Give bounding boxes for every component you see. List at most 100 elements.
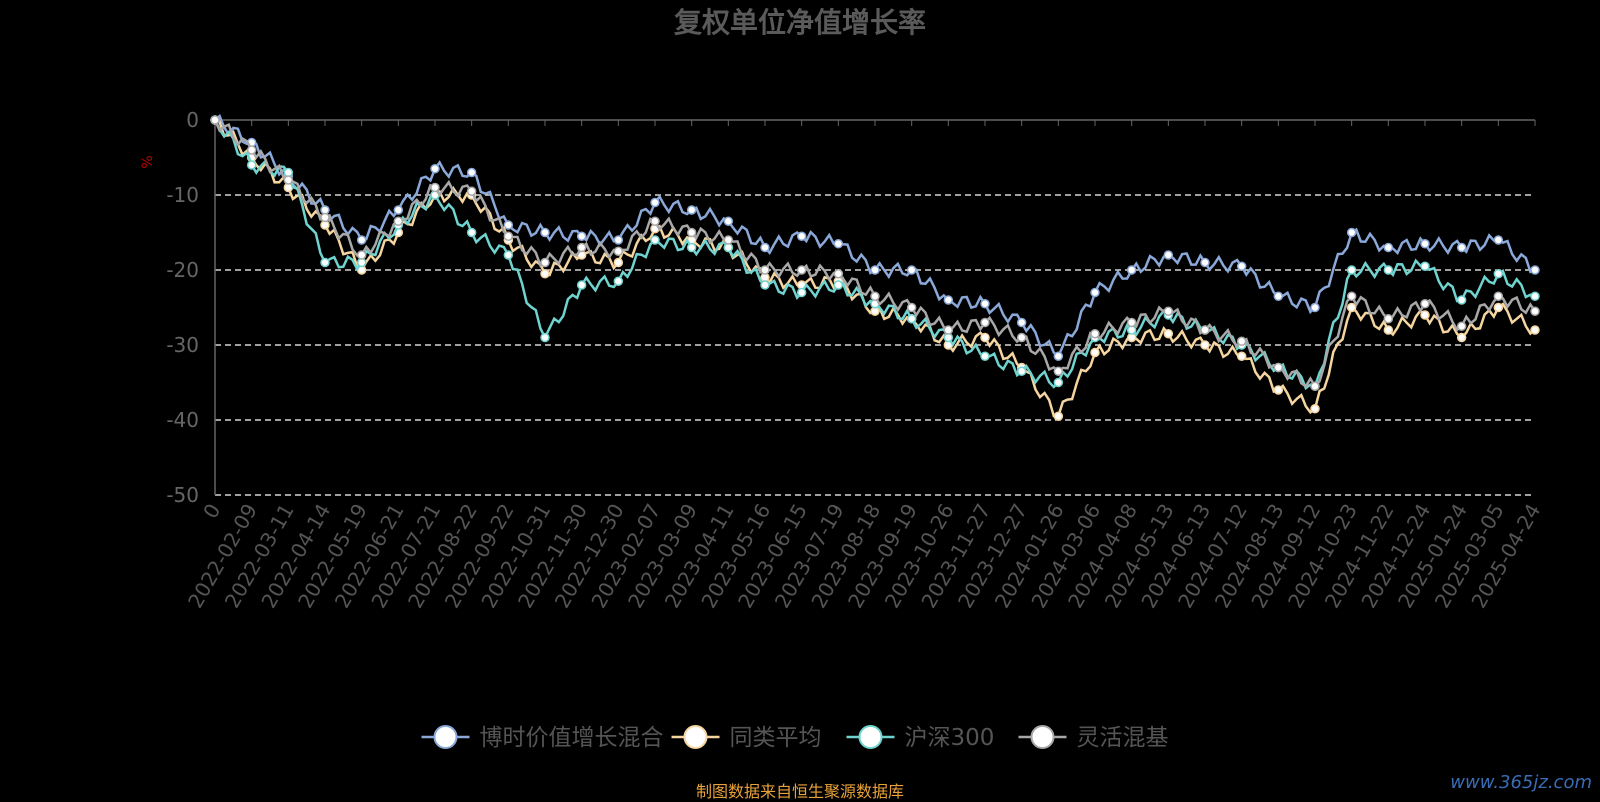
- data-point: [1090, 287, 1100, 298]
- data-point: [650, 216, 660, 226]
- data-point: [1236, 336, 1247, 346]
- data-point: [1016, 332, 1027, 343]
- data-point: [320, 257, 330, 268]
- data-point: [760, 242, 770, 253]
- data-point: [1383, 325, 1394, 335]
- data-point: [1530, 325, 1540, 335]
- data-point: [503, 250, 514, 260]
- y-tick-label: 0: [186, 108, 199, 132]
- data-point: [1273, 291, 1284, 301]
- data-point: [1163, 329, 1174, 339]
- data-point: [870, 265, 880, 275]
- watermark: www.365jz.com: [1450, 772, 1592, 793]
- data-point: [246, 145, 257, 155]
- data-point: [1456, 321, 1467, 331]
- legend-item-1: 博时价值增长混合: [421, 725, 664, 751]
- legend-marker: [433, 725, 458, 749]
- data-point: [576, 280, 587, 290]
- data-point: [1053, 411, 1064, 421]
- data-point: [796, 287, 807, 298]
- data-point: [503, 231, 514, 241]
- x-tick-label: 0: [198, 500, 225, 523]
- data-point: [980, 351, 990, 361]
- data-point: [1310, 302, 1320, 313]
- data-point: [1346, 265, 1357, 275]
- y-tick-label: -10: [166, 183, 199, 207]
- data-point: [1383, 242, 1394, 253]
- data-point: [1493, 235, 1504, 245]
- data-point: [1053, 377, 1064, 388]
- data-point: [833, 280, 844, 290]
- data-point: [356, 235, 367, 245]
- data-point: [576, 231, 587, 241]
- data-point: [1273, 362, 1284, 373]
- data-point: [1200, 257, 1210, 268]
- data-point: [650, 235, 660, 245]
- data-point: [210, 115, 220, 125]
- data-point: [723, 235, 734, 245]
- data-point: [906, 265, 917, 275]
- data-point: [723, 216, 734, 226]
- data-point: [540, 332, 550, 343]
- data-point: [1310, 404, 1320, 414]
- legend-label: 沪深300: [905, 725, 995, 751]
- data-point: [1273, 385, 1284, 395]
- data-point: [540, 227, 550, 238]
- data-point: [430, 182, 440, 193]
- data-point: [283, 175, 294, 185]
- data-source-note: 制图数据来自恒生聚源数据库: [695, 782, 904, 801]
- data-point: [1456, 242, 1467, 253]
- data-point: [1236, 351, 1247, 361]
- data-point: [320, 212, 330, 223]
- data-point: [833, 269, 844, 279]
- data-point: [943, 295, 954, 305]
- data-point: [980, 299, 990, 309]
- data-point: [686, 205, 697, 215]
- y-tick-label: -30: [166, 333, 199, 357]
- data-point: [613, 246, 624, 256]
- data-point: [1530, 306, 1540, 316]
- data-point: [870, 291, 880, 301]
- data-point: [613, 257, 624, 268]
- data-point: [980, 332, 990, 343]
- data-point: [466, 186, 477, 196]
- data-point: [943, 325, 954, 335]
- data-point: [1126, 265, 1137, 275]
- data-point: [1420, 261, 1430, 271]
- data-point: [1163, 306, 1174, 316]
- data-point: [1053, 366, 1064, 376]
- data-point: [1456, 332, 1467, 343]
- data-point: [466, 227, 477, 238]
- chart-title: 复权单位净值增长率: [674, 6, 926, 39]
- data-point: [540, 257, 550, 268]
- data-point: [760, 265, 770, 275]
- data-point: [576, 242, 587, 253]
- legend-marker: [858, 725, 883, 749]
- data-point: [393, 216, 404, 226]
- data-point: [430, 164, 440, 174]
- legend-label: 同类平均: [730, 725, 822, 751]
- data-point: [1090, 347, 1100, 358]
- y-tick-label: -20: [166, 258, 199, 282]
- data-point: [540, 269, 550, 279]
- y-axis-label: %: [140, 155, 156, 168]
- data-point: [650, 197, 660, 208]
- legend-item-4: 灵活混基: [1018, 725, 1169, 751]
- data-point: [1236, 261, 1247, 271]
- data-point: [1530, 291, 1540, 301]
- data-point: [503, 220, 514, 230]
- y-tick-label: -50: [166, 483, 199, 507]
- data-point: [796, 265, 807, 275]
- data-point: [1200, 325, 1210, 335]
- data-point: [760, 280, 770, 290]
- data-point: [1346, 302, 1357, 313]
- data-point: [1346, 227, 1357, 238]
- data-point: [686, 227, 697, 238]
- data-point: [1493, 302, 1504, 313]
- legend-marker: [683, 725, 708, 749]
- data-point: [356, 250, 367, 260]
- data-point: [1456, 295, 1467, 305]
- data-point: [1200, 340, 1210, 350]
- data-point: [796, 231, 807, 241]
- data-point: [906, 302, 917, 313]
